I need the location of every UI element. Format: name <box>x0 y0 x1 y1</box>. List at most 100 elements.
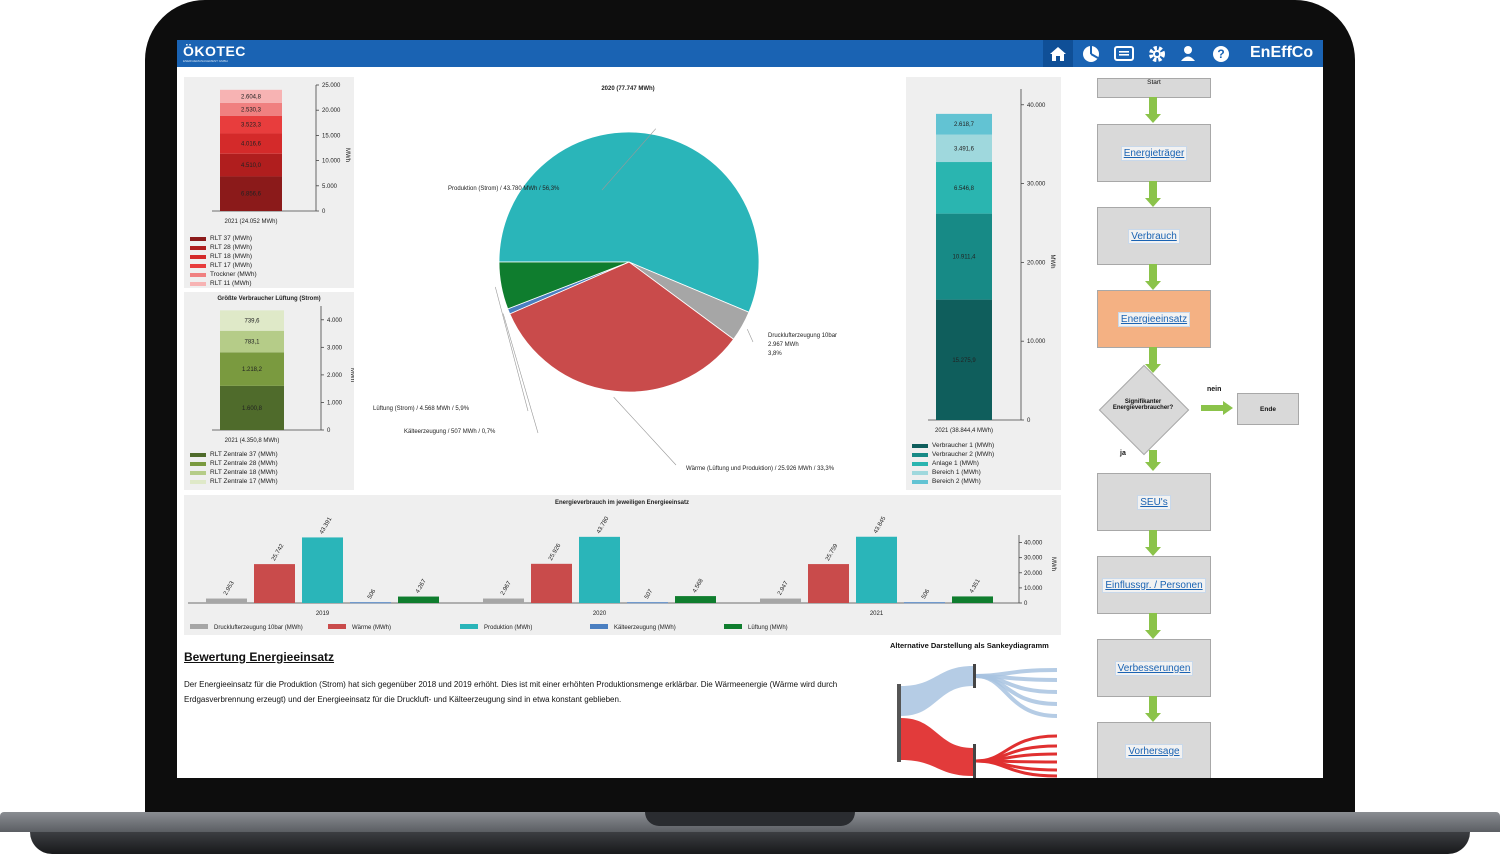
legend-label: Wärme (MWh) <box>352 625 391 631</box>
gear-icon[interactable] <box>1146 44 1168 64</box>
stacked-bar-segment <box>220 133 282 154</box>
laptop-notch <box>645 812 855 826</box>
y-tick-label: 0 <box>327 428 331 434</box>
flow-decision-label: Signifikanter Energieverbraucher? <box>1112 399 1174 411</box>
legend-item: RLT 28 (MWh) <box>190 243 257 252</box>
flow-step-link[interactable]: Verbesserungen <box>1114 660 1194 676</box>
flow-step-box[interactable]: SEU's <box>1097 473 1211 531</box>
stacked-bar-segment <box>220 153 282 177</box>
y-tick-label: 20.000 <box>1024 571 1043 577</box>
stacked-bar-segment <box>220 310 284 331</box>
bar-data-label: 4.267 <box>415 578 428 595</box>
bar-data-label: 506 <box>921 588 932 600</box>
stacked-bar-segment <box>220 89 282 103</box>
flow-step-link[interactable]: Energieträger <box>1120 145 1188 161</box>
bar-data-label: 3.491,6 <box>954 146 975 152</box>
pie-chart-icon[interactable] <box>1080 44 1102 64</box>
legend-item: Verbraucher 1 (MWh) <box>912 441 994 450</box>
pie-data-label: Lüftung (Strom) / 4.568 MWh / 5,9% <box>373 406 470 412</box>
bar-data-label: 43.780 <box>596 515 611 534</box>
legend-swatch <box>190 624 208 629</box>
bar-data-label: 507 <box>644 588 655 600</box>
flow-yes-label: ja <box>1120 450 1126 457</box>
bar <box>952 596 993 603</box>
flow-step-box[interactable]: Energieeinsatz <box>1097 290 1211 348</box>
y-axis-label: MWh <box>349 368 354 382</box>
flow-arrow <box>1149 613 1157 630</box>
legend-swatch <box>190 281 206 286</box>
y-tick-label: 30.000 <box>1027 182 1046 188</box>
y-tick-label: 4.000 <box>327 318 343 324</box>
lueftung-stacked-chart[interactable]: Größte Verbraucher Lüftung (Strom) 0 1.000… <box>184 292 355 450</box>
legend-item: RLT 11 (MWh) <box>190 279 257 288</box>
home-icon[interactable] <box>1047 44 1069 64</box>
legend-label: Lüftung (MWh) <box>748 625 788 631</box>
bar-data-label: 1.218,2 <box>242 367 263 373</box>
flow-step-link[interactable]: Energieeinsatz <box>1117 311 1191 327</box>
legend-swatch <box>590 624 608 629</box>
legend-label: RLT 28 (MWh) <box>210 244 253 251</box>
pie-data-label: Kälteerzeugung / 507 MWh / 0,7% <box>404 429 496 435</box>
legend-swatch <box>912 479 928 484</box>
legend-swatch <box>912 452 928 457</box>
legend-swatch <box>328 624 346 629</box>
flow-step-box[interactable]: Verbesserungen <box>1097 639 1211 697</box>
legend-item: RLT 18 (MWh) <box>190 252 257 261</box>
flow-step-box[interactable]: Energieträger <box>1097 124 1211 182</box>
flow-arrow <box>1149 347 1157 364</box>
flow-arrow <box>1149 696 1157 713</box>
rlt-chart-panel: 0 5.000 10.000 15.000 20.000 25.000 MWh 6.856,6… <box>184 77 354 288</box>
flow-step-link[interactable]: Vorhersage <box>1125 743 1183 759</box>
energy-pie-chart[interactable]: 2020 (77.747 MWh) Produktion (Strom) / 43… <box>358 77 898 490</box>
rlt-stacked-chart[interactable]: 0 5.000 10.000 15.000 20.000 25.000 MWh 6.856,6… <box>184 77 354 237</box>
bar <box>627 602 668 604</box>
assessment-heading: Bewertung Energieeinsatz <box>184 650 335 664</box>
legend-label: RLT Zentrale 18 (MWh) <box>210 469 278 476</box>
report-icon[interactable] <box>1113 44 1135 64</box>
bar-data-label: 10.911,4 <box>953 255 977 261</box>
arrow-head <box>1145 630 1161 639</box>
chart-title: Energieverbrauch im jeweiligen Energieei… <box>555 500 689 506</box>
flow-step-link[interactable]: SEU's <box>1137 494 1171 510</box>
pie-leader-line <box>495 286 529 412</box>
bar-data-label: 3.523,3 <box>241 123 262 129</box>
svg-text:?: ? <box>1217 47 1224 61</box>
legend-swatch <box>190 470 206 475</box>
sankey-title: Alternative Darstellung als Sankeydiagra… <box>890 641 1049 650</box>
flow-step-box[interactable]: Einflussgr. / Personen <box>1097 556 1211 614</box>
legend-item: RLT Zentrale 18 (MWh) <box>190 468 278 477</box>
y-tick-label: 1.000 <box>327 400 343 406</box>
bar <box>302 537 343 603</box>
flow-start-box: Start <box>1097 78 1211 98</box>
bar-data-label: 2.604,8 <box>241 94 262 100</box>
pie-leader-line <box>746 329 754 343</box>
pie-leader-line <box>601 128 657 191</box>
bar-data-label: 6.546,8 <box>954 186 975 192</box>
y-tick-label: 40.000 <box>1027 103 1046 109</box>
flow-step-link[interactable]: Verbrauch <box>1128 228 1180 244</box>
bar <box>904 602 945 604</box>
stacked-bar-segment <box>936 299 992 420</box>
user-icon[interactable] <box>1177 44 1199 64</box>
energieeinsatz-grouped-chart[interactable]: Energieverbrauch im jeweiligen Energieei… <box>184 495 1061 635</box>
help-icon[interactable]: ? <box>1210 44 1232 64</box>
legend-swatch <box>724 624 742 629</box>
bar-data-label: 4.016,6 <box>241 142 262 148</box>
flow-step-link[interactable]: Einflussgr. / Personen <box>1102 577 1206 593</box>
legend-label: RLT 17 (MWh) <box>210 262 253 269</box>
sankey-mid-node <box>973 744 976 778</box>
verbraucher-stacked-chart[interactable]: 0 10.000 20.000 30.000 40.000 MWh 15.275,9 10.9… <box>906 77 1061 442</box>
stacked-bar-segment <box>936 213 992 300</box>
flow-step-box[interactable]: Vorhersage <box>1097 722 1211 778</box>
flow-step-box[interactable]: Verbrauch <box>1097 207 1211 265</box>
legend-swatch <box>190 272 206 277</box>
y-tick-label: 0 <box>1024 601 1028 607</box>
flow-arrow <box>1149 530 1157 547</box>
y-tick-label: 20.000 <box>1027 260 1046 266</box>
pie-data-label: 2.967 MWh <box>768 342 799 348</box>
okotec-logo[interactable]: ÖKOTEC <box>183 43 246 59</box>
verbraucher-legend: Verbraucher 1 (MWh) Verbraucher 2 (MWh) An… <box>912 441 994 486</box>
sankey-diagram[interactable] <box>897 656 1057 778</box>
stacked-bar-segment <box>220 352 284 386</box>
legend-label: Produktion (MWh) <box>484 625 532 631</box>
